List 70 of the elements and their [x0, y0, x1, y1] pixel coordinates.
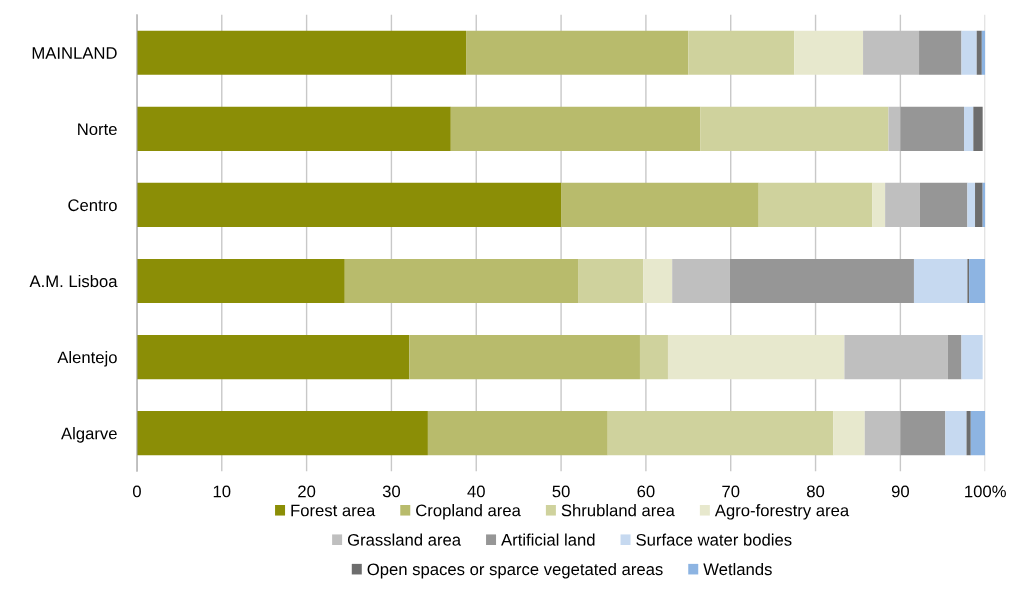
bar — [667, 335, 845, 380]
x-tick-label: 10 — [213, 485, 231, 498]
bar — [967, 182, 976, 227]
bar — [136, 258, 345, 304]
bar — [913, 258, 968, 304]
bar — [758, 182, 873, 227]
bar — [969, 258, 986, 304]
bar — [964, 106, 974, 151]
x-tick-label: 70 — [722, 485, 740, 498]
bar — [450, 106, 701, 151]
bar — [794, 30, 864, 75]
x-tick-label: 50 — [552, 485, 570, 498]
bar — [729, 258, 914, 304]
bar — [136, 106, 451, 151]
bar — [945, 411, 967, 456]
bar — [700, 106, 889, 151]
bar — [864, 411, 901, 456]
bar — [136, 411, 428, 456]
bar — [975, 182, 983, 227]
bar — [966, 411, 971, 456]
bar — [961, 30, 977, 75]
bar — [639, 335, 668, 380]
x-tick-label: 30 — [382, 485, 401, 498]
bar — [136, 335, 410, 380]
bar — [561, 182, 759, 227]
bar — [919, 182, 968, 227]
bar — [973, 106, 983, 151]
legend-label: Surface water bodies — [636, 533, 792, 546]
legend-label: Grassland area — [347, 533, 462, 546]
bar — [900, 106, 964, 151]
bar — [919, 30, 962, 75]
bar — [136, 182, 562, 227]
legend-label: Shrubland area — [561, 504, 675, 517]
bar — [888, 106, 901, 151]
bar — [961, 335, 983, 380]
bar — [643, 258, 673, 304]
x-tick-label: 100% — [965, 485, 1006, 498]
x-tick-label: 0 — [132, 485, 141, 498]
bar — [409, 335, 640, 380]
bar — [136, 30, 467, 75]
legend-label: Open spaces or sparce vegetated areas — [367, 562, 663, 579]
bar — [607, 411, 834, 456]
legend-label: Forest area — [291, 504, 376, 517]
x-tick-label: 90 — [891, 485, 909, 498]
legend-label: Wetlands — [703, 562, 772, 576]
bar — [976, 30, 982, 75]
bar — [947, 335, 962, 380]
bar — [688, 30, 795, 75]
bar — [900, 411, 946, 456]
legend-label: Cropland area — [416, 504, 521, 520]
y-tick-label: Algarve — [61, 427, 117, 443]
bar — [872, 182, 886, 227]
y-tick-label: Centro — [68, 199, 117, 212]
bar — [466, 30, 689, 75]
bar — [427, 411, 608, 456]
x-tick-label: 20 — [298, 485, 316, 498]
x-tick-label: 40 — [467, 485, 485, 498]
x-tick-label: 80 — [807, 485, 825, 498]
y-tick-label: MAINLAND — [32, 47, 117, 59]
bar — [344, 258, 579, 304]
legend-label: Agro-forestry area — [714, 504, 850, 520]
bar — [833, 411, 865, 456]
legend-label: Artificial land — [501, 533, 595, 546]
bar — [672, 258, 730, 304]
y-tick-label: Alentejo — [57, 351, 117, 367]
x-tick-label: 60 — [637, 485, 655, 498]
y-tick-label: Norte — [78, 123, 117, 136]
y-tick-label: A.M. Lisboa — [29, 274, 118, 288]
bar — [578, 258, 644, 304]
bar — [970, 411, 986, 456]
